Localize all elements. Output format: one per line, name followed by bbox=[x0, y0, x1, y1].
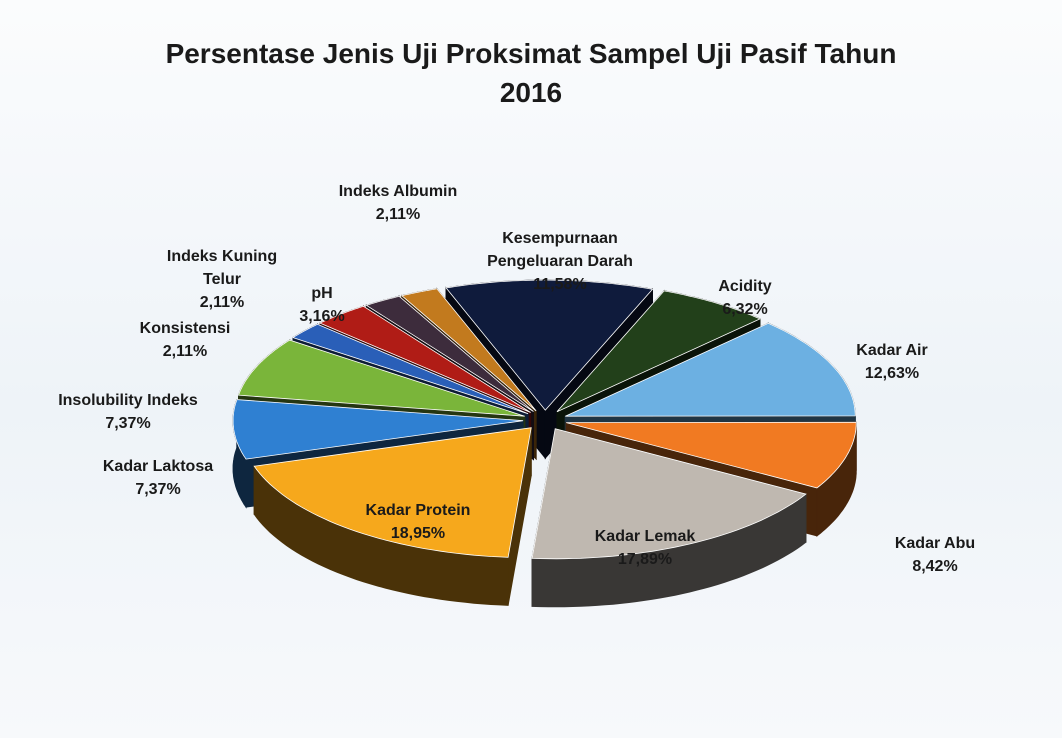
slice-value: 11,58% bbox=[533, 276, 587, 294]
slice-label: Indeks Kuning Telur 2,11% bbox=[155, 245, 290, 315]
slice-label: Konsistensi 2,11% bbox=[120, 317, 250, 363]
slice-label: Kadar Lemak 17,89% bbox=[565, 525, 725, 571]
slice-value: 2,11% bbox=[375, 206, 421, 223]
slice bbox=[556, 290, 761, 413]
slice-value: 7,37% bbox=[135, 481, 181, 498]
slice-name: Kadar Air bbox=[856, 341, 928, 359]
slice-name: Kadar Lemak bbox=[594, 527, 696, 545]
slice-name: Indeks Kuning Telur bbox=[166, 248, 278, 289]
slice-name: Konsistensi bbox=[139, 319, 231, 337]
slice bbox=[565, 322, 856, 417]
slice-name: Kadar Laktosa bbox=[102, 457, 214, 475]
slice-label: Insolubility Indeks 7,37% bbox=[28, 389, 228, 435]
slice-name: Indeks Albumin bbox=[338, 182, 458, 200]
slice-label: Acidity 6,32% bbox=[685, 275, 805, 321]
slice-value: 2,11% bbox=[162, 343, 208, 360]
slice bbox=[232, 399, 524, 460]
slice-label: Kadar Protein 18,95% bbox=[338, 499, 498, 545]
slice bbox=[253, 427, 532, 558]
slice-name: Kadar Abu bbox=[894, 534, 976, 552]
slice-name: Acidity bbox=[718, 277, 772, 295]
slice-label: Kadar Laktosa 7,37% bbox=[73, 455, 243, 501]
slice bbox=[365, 295, 534, 412]
slice bbox=[237, 339, 525, 417]
slice bbox=[400, 288, 537, 412]
slice-name: Kesempurnaan Pengeluaran Darah bbox=[487, 230, 633, 271]
chart-title: Persentase Jenis Uji Proksimat Sampel Uj… bbox=[165, 38, 897, 109]
slice bbox=[292, 323, 529, 415]
slice bbox=[445, 279, 654, 411]
slice bbox=[318, 305, 531, 413]
slice-label: Kadar Abu 8,42% bbox=[875, 532, 995, 578]
slice-label: Kadar Air 12,63% bbox=[822, 339, 962, 385]
slice-value: 12,63% bbox=[864, 365, 920, 382]
slice-label: pH 3,16% bbox=[292, 282, 352, 328]
slice-value: 2,11% bbox=[199, 294, 245, 312]
slice-label: Kesempurnaan Pengeluaran Darah 11,58% bbox=[460, 227, 660, 297]
slice-value: 8,42% bbox=[912, 558, 958, 575]
slice-value: 6,32% bbox=[722, 301, 768, 318]
slice bbox=[566, 421, 857, 489]
slice-value: 18,95% bbox=[390, 525, 446, 542]
slice-label: Indeks Albumin 2,11% bbox=[313, 180, 483, 226]
slice bbox=[531, 428, 807, 560]
slice-name: Insolubility Indeks bbox=[58, 391, 198, 409]
slice-value: 7,37% bbox=[105, 415, 151, 432]
slice-value: 3,16% bbox=[299, 308, 345, 325]
slice-value: 17,89% bbox=[617, 551, 673, 568]
slice-name: Kadar Protein bbox=[365, 501, 471, 519]
slice-name: pH bbox=[311, 284, 333, 302]
